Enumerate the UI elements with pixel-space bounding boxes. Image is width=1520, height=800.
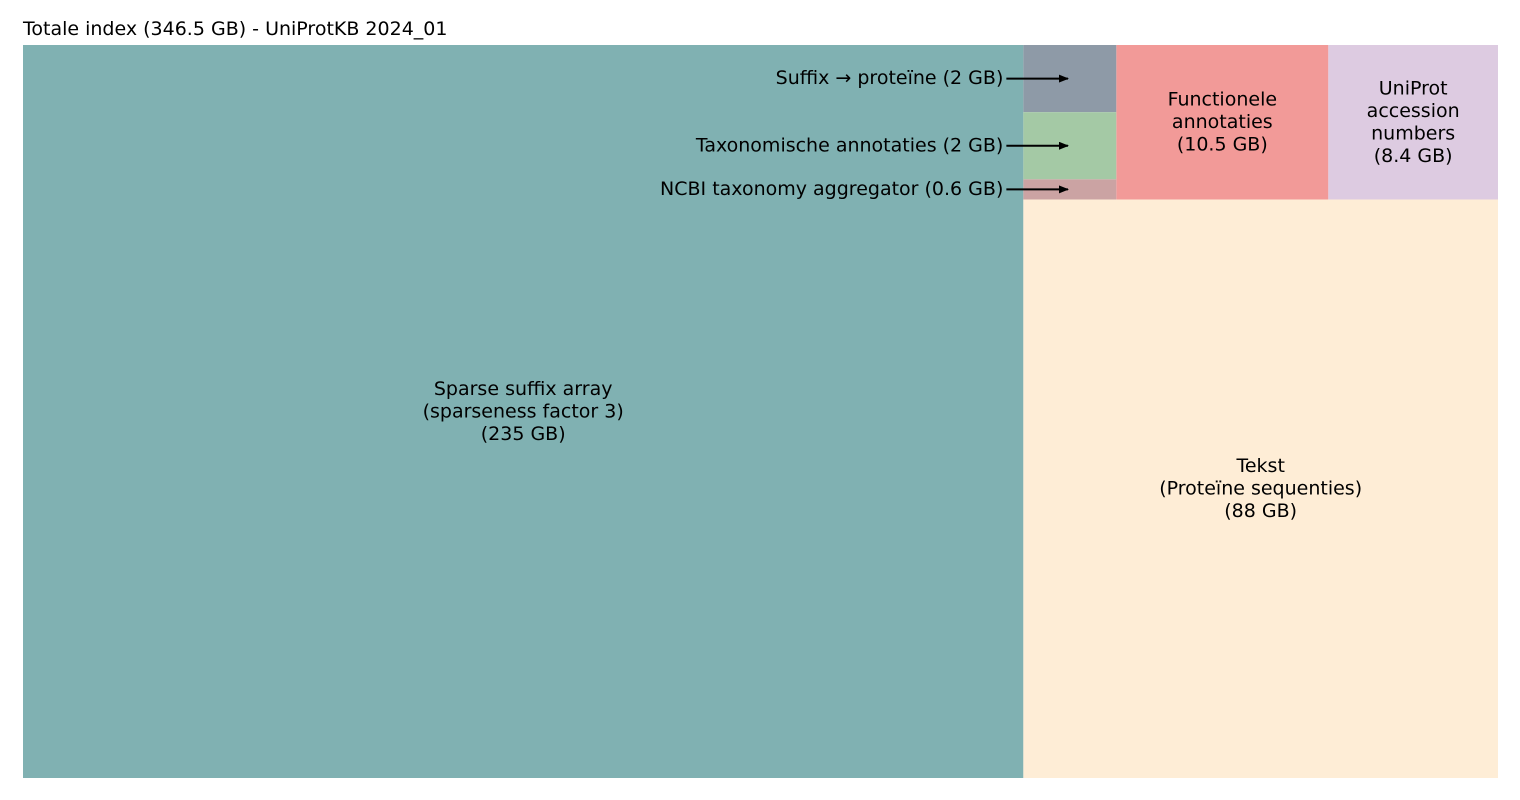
label-line: (88 GB) xyxy=(1224,500,1297,522)
label-line: Sparse suffix array xyxy=(434,378,613,400)
tile-functionele-annotaties xyxy=(1116,45,1329,200)
label-line: UniProt xyxy=(1379,77,1448,99)
label-line: accession xyxy=(1367,99,1460,121)
label-taxonomische-annotaties: Taxonomische annotaties (2 GB) xyxy=(695,134,1003,156)
label-sparse-suffix-array: Sparse suffix array (sparseness factor 3)… xyxy=(423,378,624,445)
label-line: (8.4 GB) xyxy=(1374,144,1453,166)
tile-ncbi-taxonomy-aggregator xyxy=(1023,179,1117,200)
label-line: (10.5 GB) xyxy=(1177,133,1268,155)
label-ncbi-taxonomy-aggregator: NCBI taxonomy aggregator (0.6 GB) xyxy=(660,178,1003,200)
label-line: (Proteïne sequenties) xyxy=(1159,477,1362,499)
label-line: Tekst xyxy=(1235,455,1284,477)
tile-uniprot-accession-numbers xyxy=(1328,45,1498,200)
label-line: (sparseness factor 3) xyxy=(423,400,624,422)
label-line: (235 GB) xyxy=(481,423,566,445)
label-line: numbers xyxy=(1371,122,1455,144)
label-functionele-annotaties: Functionele annotaties (10.5 GB) xyxy=(1168,88,1277,155)
label-uniprot-accession-numbers: UniProt accession numbers (8.4 GB) xyxy=(1367,77,1460,166)
tile-tekst xyxy=(1023,199,1498,779)
chart-title: Totale index (346.5 GB) - UniProtKB 2024… xyxy=(23,18,448,40)
tile-sparse-suffix-array xyxy=(23,45,1024,778)
label-line: annotaties xyxy=(1172,111,1273,133)
label-suffix-proteine: Suffix → proteïne (2 GB) xyxy=(776,67,1004,89)
label-line: Functionele xyxy=(1168,88,1277,110)
label-tekst: Tekst (Proteïne sequenties) (88 GB) xyxy=(1159,455,1362,522)
